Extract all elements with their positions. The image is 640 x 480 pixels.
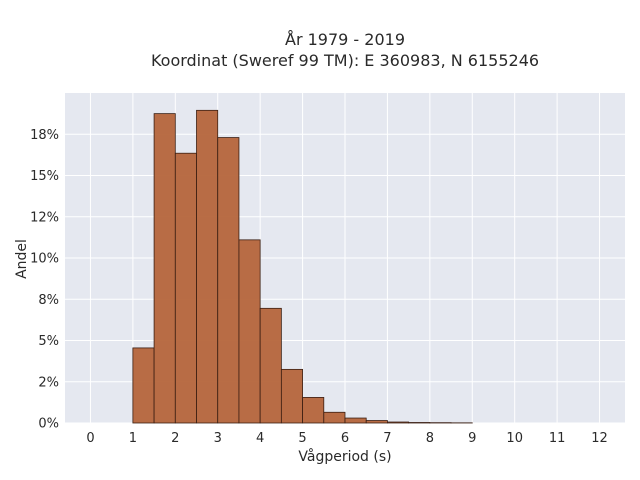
x-axis-label: Vågperiod (s) [298, 448, 391, 465]
y-tick-label: 18% [30, 128, 59, 143]
y-tick-label: 8% [38, 293, 59, 308]
histogram-bar [153, 113, 176, 424]
histogram-bar [302, 397, 325, 424]
x-tick-label: 0 [86, 431, 94, 446]
x-tick-label: 11 [549, 431, 566, 446]
y-tick-label: 10% [30, 252, 59, 267]
bar-series [132, 109, 473, 424]
x-axis-ticks: 0 1 2 3 4 5 6 7 8 9 10 11 12 [86, 431, 608, 446]
histogram-bar [280, 368, 303, 424]
histogram-bar [132, 347, 155, 424]
y-tick-label: 15% [30, 169, 59, 184]
histogram-bar [259, 307, 282, 424]
y-tick-label: 2% [38, 375, 59, 390]
y-axis-label: Andel [14, 239, 30, 279]
chart-title-line-1: År 1979 - 2019 [285, 30, 405, 49]
histogram-bar [323, 411, 346, 424]
y-tick-label: 12% [30, 210, 59, 225]
x-tick-label: 6 [341, 431, 349, 446]
histogram-bar [196, 109, 219, 424]
chart-title-line-2: Koordinat (Sweref 99 TM): E 360983, N 61… [151, 51, 539, 70]
x-tick-label: 12 [591, 431, 608, 446]
histogram-bar [365, 420, 388, 424]
x-tick-label: 9 [468, 431, 476, 446]
x-tick-label: 5 [298, 431, 306, 446]
x-tick-label: 1 [129, 431, 137, 446]
histogram-bar [238, 239, 261, 424]
y-tick-label: 5% [38, 334, 59, 349]
histogram-bar [344, 417, 367, 424]
histogram-bar [217, 137, 240, 424]
x-tick-label: 10 [506, 431, 523, 446]
y-axis-ticks: 0% 2% 5% 8% 10% 12% 15% 18% [30, 128, 59, 432]
x-tick-label: 8 [426, 431, 434, 446]
x-tick-label: 2 [171, 431, 179, 446]
y-tick-label: 0% [38, 417, 59, 432]
x-tick-label: 3 [214, 431, 222, 446]
histogram-bar [387, 421, 410, 424]
histogram-bar [174, 152, 197, 424]
x-tick-label: 4 [256, 431, 264, 446]
x-tick-label: 7 [383, 431, 391, 446]
